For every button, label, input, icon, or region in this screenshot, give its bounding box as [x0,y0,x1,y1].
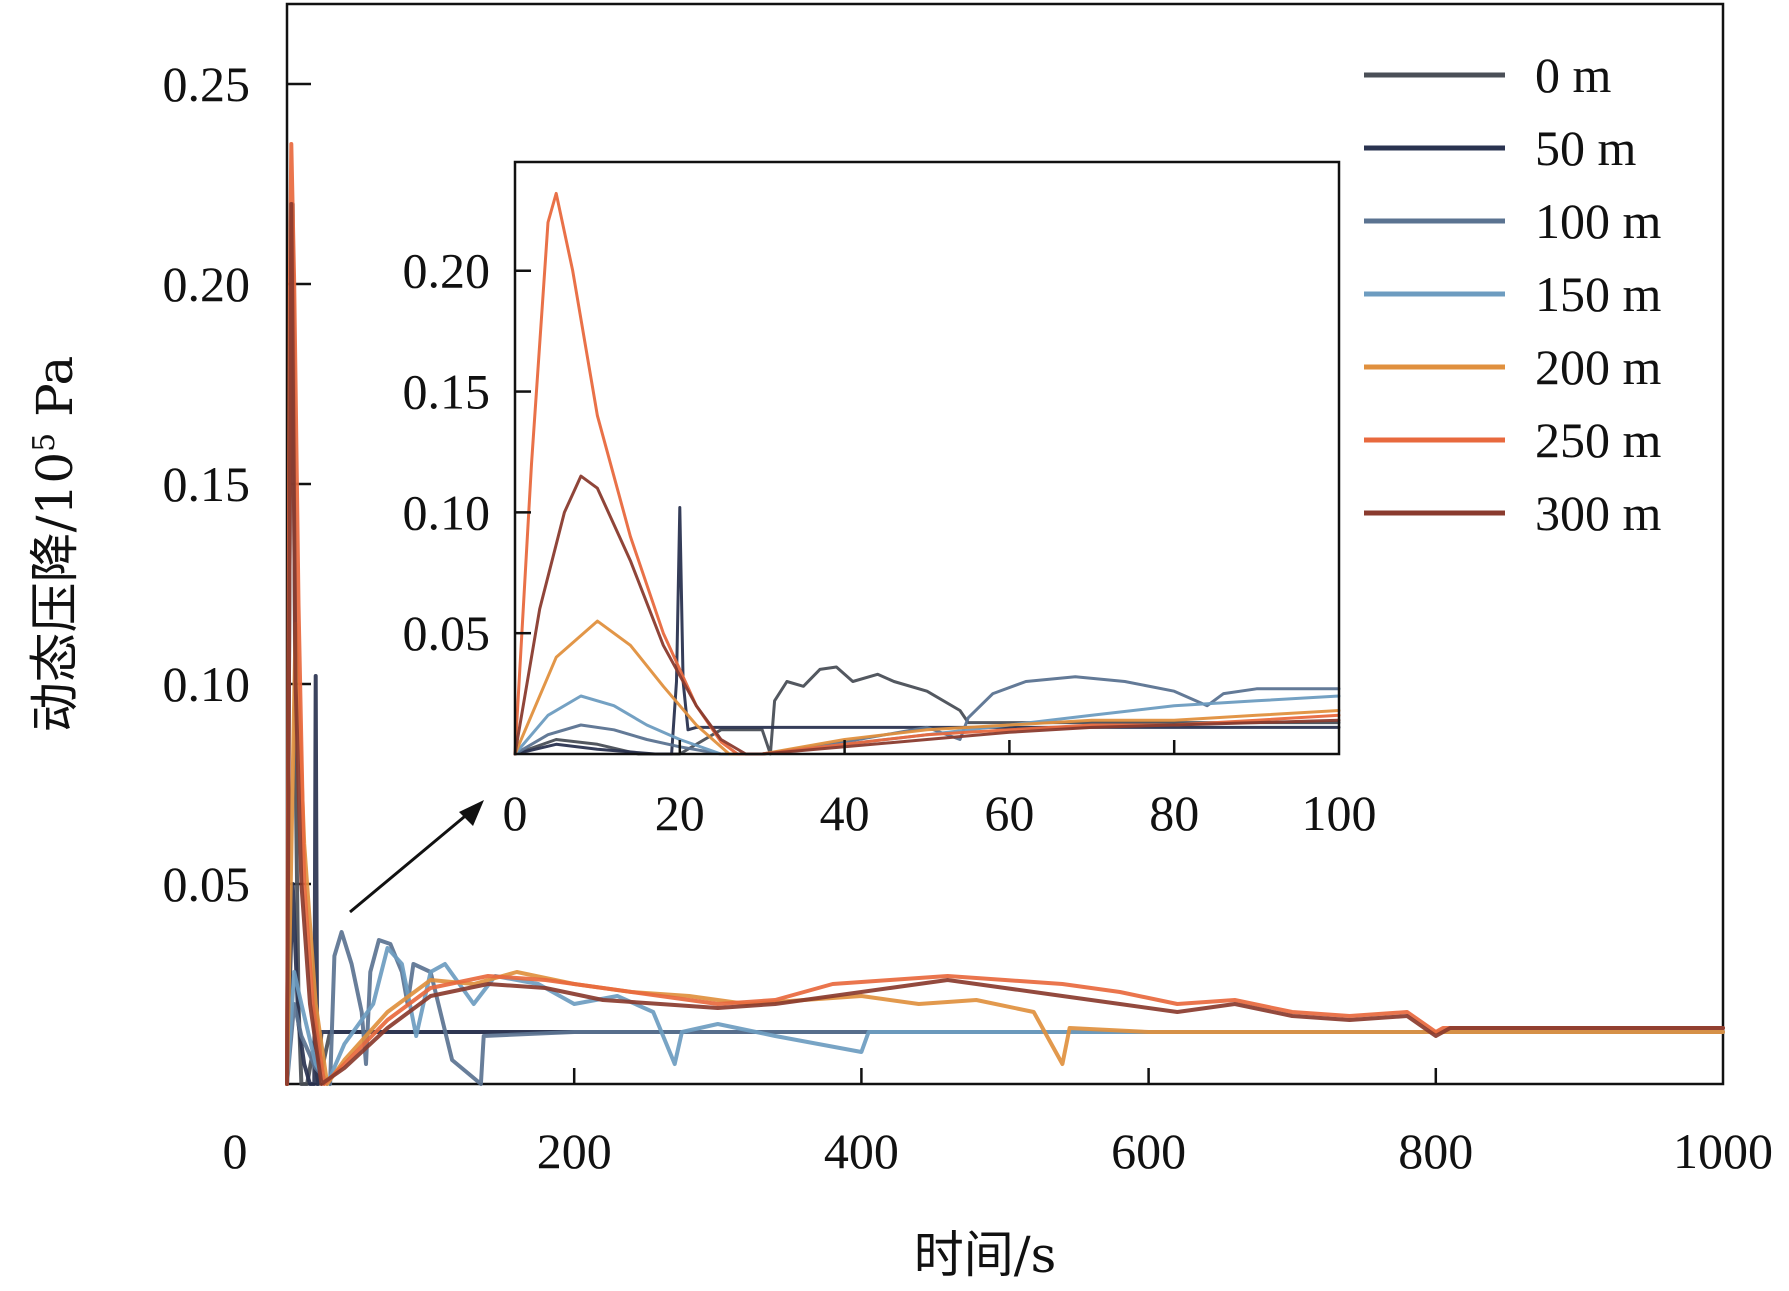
legend-label-50m: 50 m [1535,120,1637,176]
series-line-300m [285,202,1725,1086]
y-tick-label-0.15: 0.15 [163,456,251,512]
legend-label-200m: 200 m [1535,339,1662,395]
legend-label-0m: 0 m [1535,47,1612,103]
inset-x-tick-label-20: 20 [655,785,705,841]
inset-y-tick-label-0.1: 0.10 [403,484,491,540]
x-tick-label-400: 400 [824,1123,899,1179]
legend: 0 m 50 m 100 m 150 m 200 m 250 m 300 m [1364,47,1662,541]
inset-x-tick-label-40: 40 [820,785,870,841]
zoom-arrow [349,800,484,914]
inset-x-tick-label-80: 80 [1149,785,1199,841]
inset-background [515,162,1339,754]
inset-x-tick-label-0: 0 [503,785,528,841]
x-tick-label-600: 600 [1111,1123,1186,1179]
inset-plot-frame [513,160,1341,756]
y-axis-title-main: 动态压降/10 [26,452,84,732]
legend-label-250m: 250 m [1535,412,1662,468]
x-tick-label-0: 0 [223,1123,248,1179]
x-tick-label-1000: 1000 [1673,1123,1773,1179]
inset-y-tick-label-0.15: 0.15 [403,364,491,420]
y-tick-label-0.2: 0.20 [163,256,251,312]
legend-label-150m: 150 m [1535,266,1662,322]
series-line-250m [285,142,1725,1086]
y-axis-title-unit: Pa [26,356,84,433]
legend-label-300m: 300 m [1535,485,1662,541]
inset-series-line-250m [513,191,1341,756]
x-axis-title: 时间/s [914,1226,1057,1284]
y-axis-title: 动态压降/105 Pa [26,356,84,733]
x-tick-label-200: 200 [537,1123,612,1179]
y-tick-label-0.25: 0.25 [163,56,251,112]
x-tick-label-800: 800 [1398,1123,1473,1179]
inset-axis-ticks: 0 20 40 60 80 100 0.05 0.10 0.15 0.20 [403,243,1377,841]
inset-y-tick-label-0.2: 0.20 [403,243,491,299]
inset-series-line-100m [513,675,1341,756]
main-series-group [285,142,1725,1086]
inset-series-line-300m [513,474,1341,756]
series-line-150m [285,946,1725,1086]
y-tick-label-0.1: 0.10 [163,656,251,712]
inset-y-tick-label-0.05: 0.05 [403,605,491,661]
inset-x-tick-label-100: 100 [1302,785,1377,841]
inset-x-tick-label-60: 60 [984,785,1034,841]
legend-label-100m: 100 m [1535,193,1662,249]
y-tick-label-0.05: 0.05 [163,856,251,912]
y-axis-title-sup: 5 [27,433,62,452]
inset-series-line-50m [513,506,1341,756]
